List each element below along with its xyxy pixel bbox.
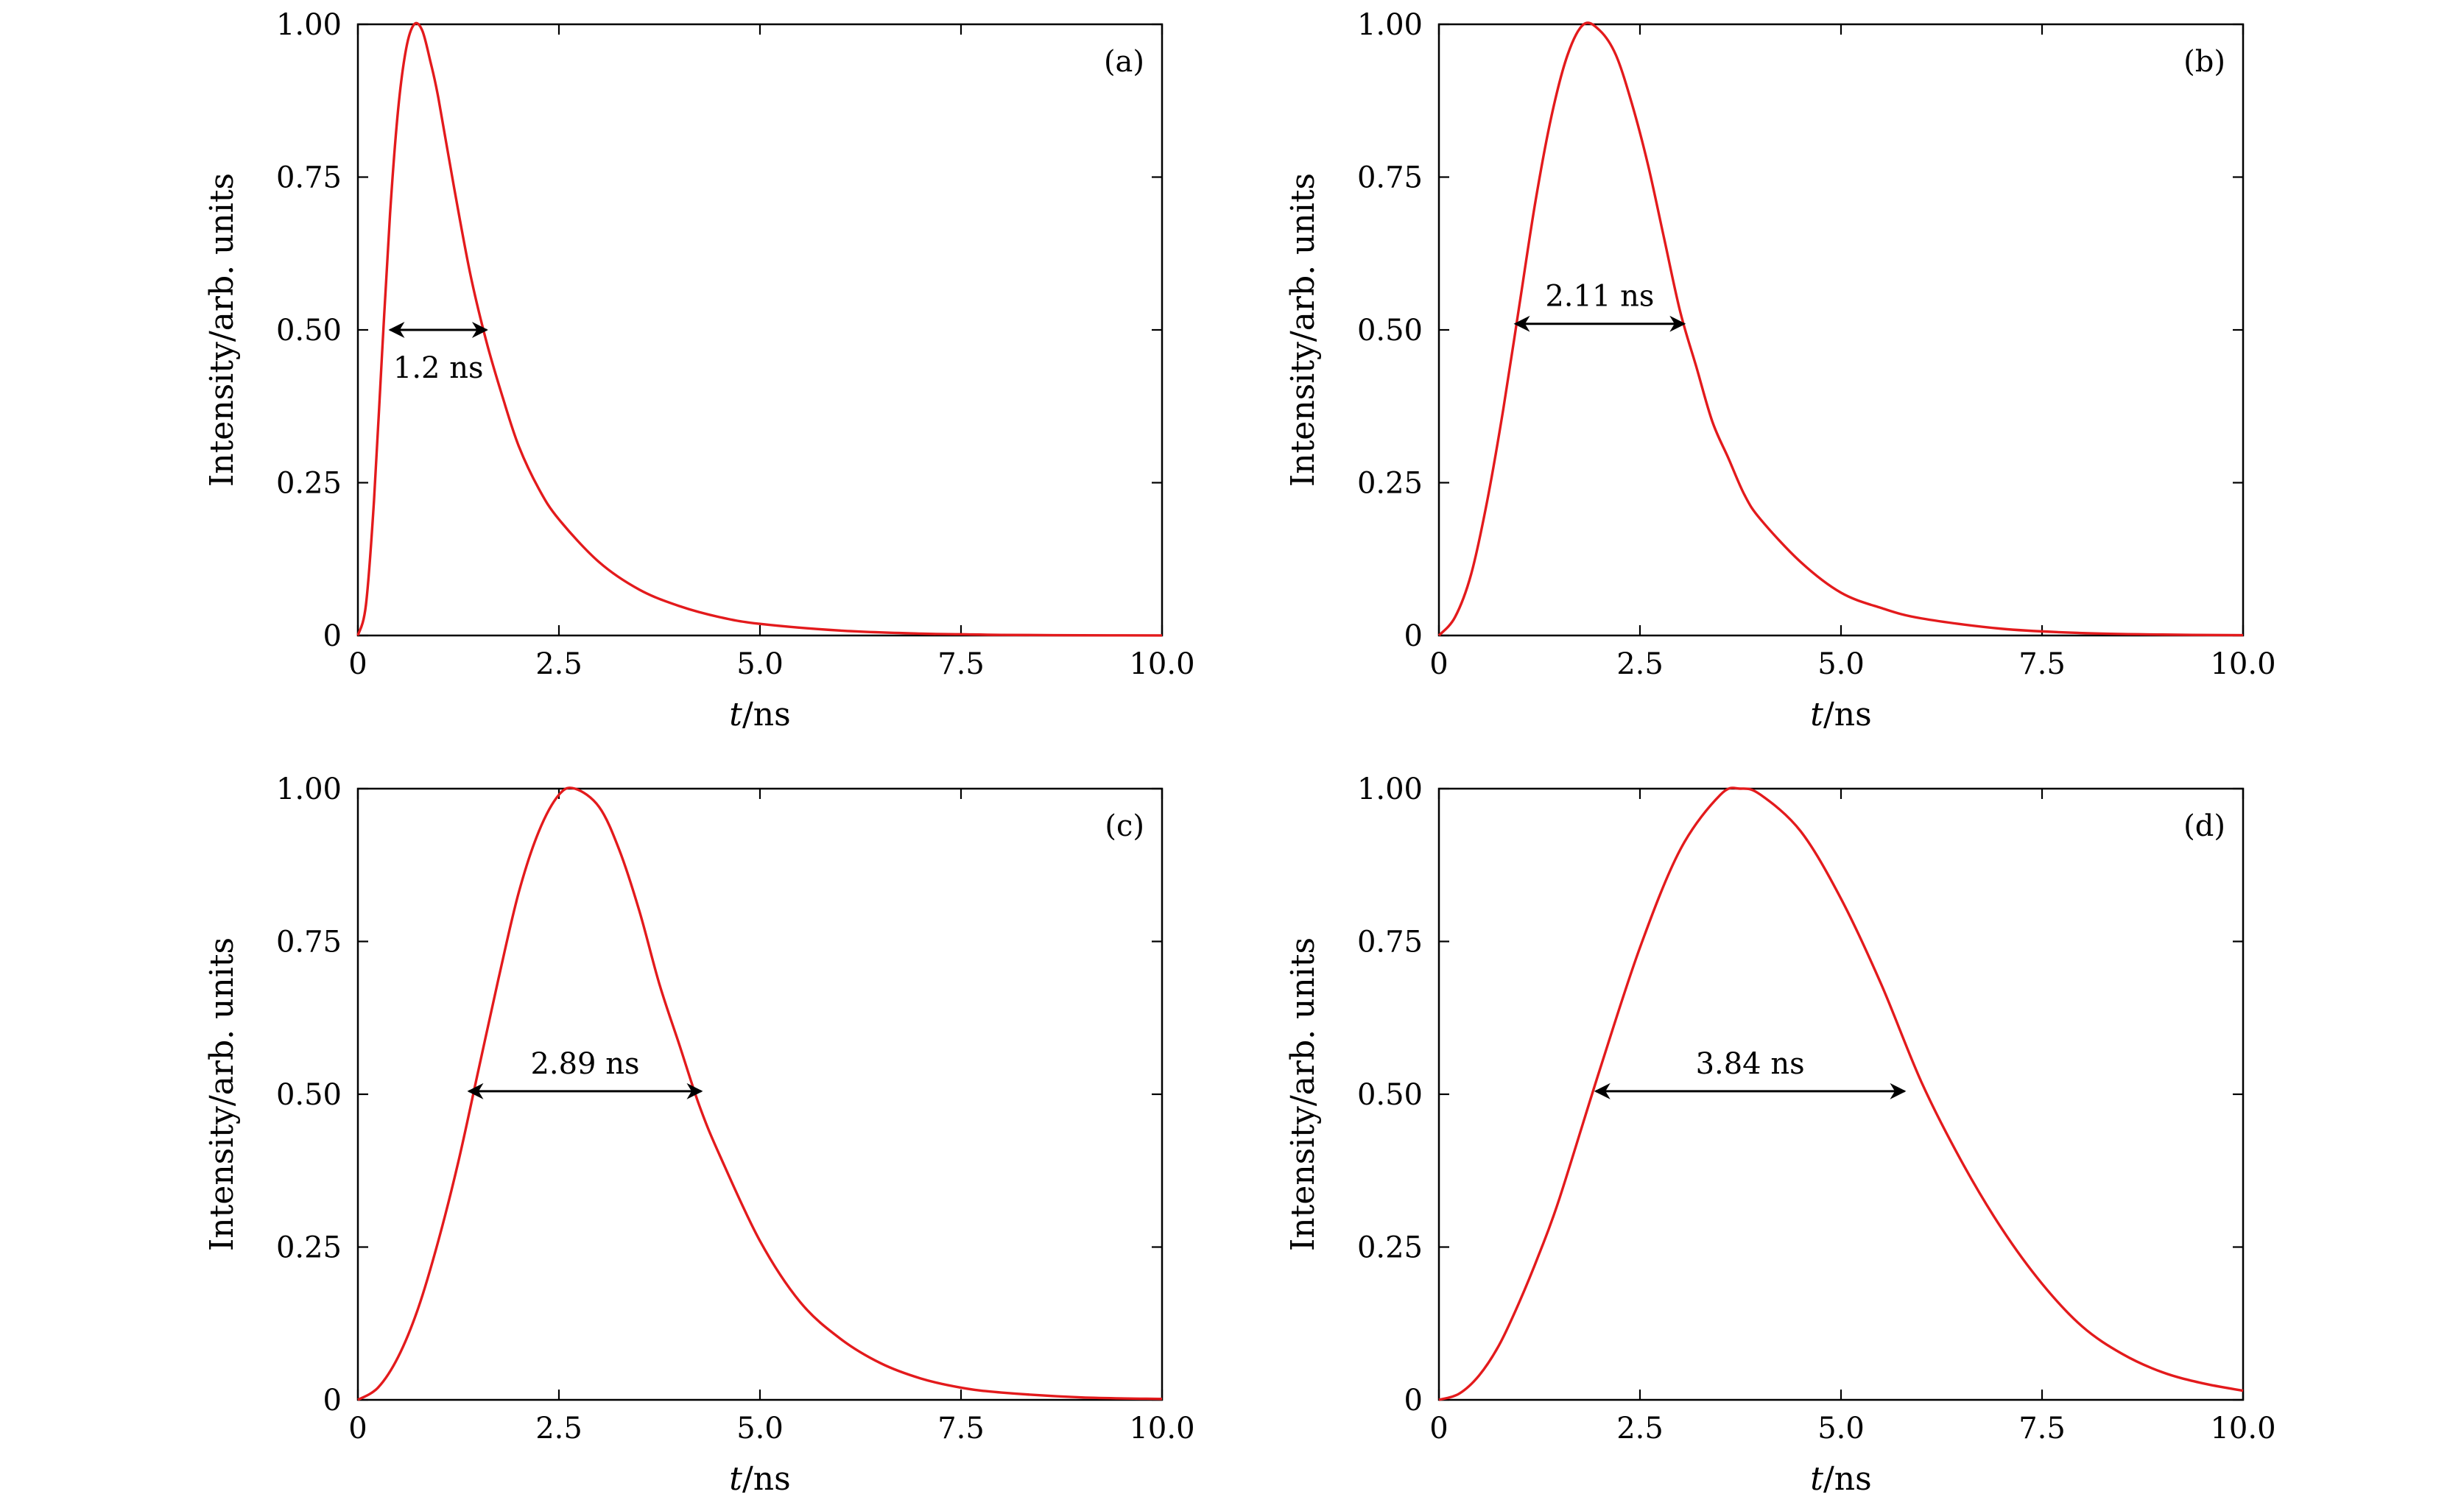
x-tick-label: 5.0	[736, 647, 784, 681]
x-axis-unit: /ns	[1823, 696, 1872, 733]
x-tick-label: 5.0	[736, 1412, 784, 1446]
y-tick-label: 0.50	[1357, 1078, 1423, 1112]
x-axis-variable: t	[1810, 696, 1823, 733]
x-axis-label: t/ns	[1810, 696, 1871, 733]
y-axis-label: Intensity/arb. units	[1284, 173, 1322, 487]
x-tick-label: 10.0	[2210, 1412, 2275, 1446]
y-tick-label: 0.75	[276, 161, 342, 195]
y-tick-label: 0.75	[1357, 161, 1423, 195]
panel-label: (b)	[2183, 45, 2225, 79]
x-tick-label: 0	[1429, 1412, 1448, 1446]
chart-panel-a: 0 2.5 5.0 7.5 10.0 0 0.25 0.50 0.75 1.00 t/ns Inten…	[203, 8, 1195, 733]
chart-panel-d: 0 2.5 5.0 7.5 10.0 0 0.25 0.50 0.75 1.00 t/ns Inten…	[1284, 772, 2276, 1498]
x-tick-label: 7.5	[937, 647, 985, 681]
plot-frame	[356, 787, 1164, 1401]
x-axis-unit: /ns	[742, 696, 791, 733]
x-tick-label: 2.5	[1616, 647, 1664, 681]
x-axis-unit: /ns	[1823, 1460, 1872, 1498]
x-axis-variable: t	[729, 696, 742, 733]
y-axis-label: Intensity/arb. units	[203, 173, 241, 487]
pulse-curve	[1437, 21, 2244, 637]
x-axis-variable: t	[729, 1460, 742, 1498]
y-tick-label: 0.50	[276, 314, 342, 348]
y-tick-label: 0.75	[276, 926, 342, 959]
plot-frame	[1437, 787, 2245, 1401]
x-tick-label: 0	[1429, 647, 1448, 681]
x-tick-label: 7.5	[2018, 1412, 2066, 1446]
y-tick-label: 0.75	[1357, 926, 1423, 959]
x-axis-label: t/ns	[729, 1460, 790, 1498]
x-axis-unit: /ns	[742, 1460, 791, 1498]
chart-panel-c: 0 2.5 5.0 7.5 10.0 0 0.25 0.50 0.75 1.00 t/ns Inten…	[203, 772, 1195, 1498]
y-tick-label: 1.00	[276, 8, 342, 42]
x-tick-label: 2.5	[1616, 1412, 1664, 1446]
pulse-curve	[356, 21, 1163, 637]
y-tick-label: 0.25	[276, 1231, 342, 1265]
x-axis-variable: t	[1810, 1460, 1823, 1498]
pulse-curve	[1438, 786, 2244, 1401]
chart-panel-b: 0 2.5 5.0 7.5 10.0 0 0.25 0.50 0.75 1.00 t/ns Inten…	[1284, 8, 2276, 733]
x-tick-label: 2.5	[535, 647, 582, 681]
y-tick-label: 0	[1404, 1384, 1423, 1418]
x-tick-label: 0	[348, 647, 367, 681]
y-tick-label: 1.00	[1357, 772, 1423, 806]
x-tick-label: 2.5	[535, 1412, 582, 1446]
panel-label: (c)	[1105, 809, 1144, 843]
y-tick-label: 0.25	[1357, 1231, 1423, 1265]
x-tick-label: 10.0	[2210, 647, 2275, 681]
y-tick-label: 0.50	[1357, 314, 1423, 348]
fwhm-label: 2.89 ns	[530, 1047, 639, 1081]
fwhm-label: 1.2 ns	[393, 351, 484, 385]
x-tick-label: 10.0	[1129, 1412, 1194, 1446]
y-axis-label: Intensity/arb. units	[1284, 937, 1322, 1251]
y-axis-label: Intensity/arb. units	[203, 937, 241, 1251]
y-tick-label: 0	[323, 619, 342, 653]
x-tick-label: 7.5	[937, 1412, 985, 1446]
x-axis-label: t/ns	[729, 696, 790, 733]
pulse-curve	[357, 786, 1163, 1401]
y-tick-label: 0.25	[1357, 467, 1423, 501]
y-tick-label: 1.00	[276, 772, 342, 806]
y-tick-label: 0.25	[276, 467, 342, 501]
y-tick-label: 0	[1404, 619, 1423, 653]
x-tick-label: 5.0	[1817, 1412, 1865, 1446]
x-tick-label: 0	[348, 1412, 367, 1446]
panel-label: (a)	[1104, 45, 1144, 79]
plot-frame	[1437, 23, 2245, 637]
x-tick-label: 10.0	[1129, 647, 1194, 681]
panel-label: (d)	[2183, 809, 2225, 843]
x-tick-label: 7.5	[2018, 647, 2066, 681]
y-tick-label: 0	[323, 1384, 342, 1418]
fwhm-label: 2.11 ns	[1545, 280, 1654, 314]
y-tick-label: 0.50	[276, 1078, 342, 1112]
fwhm-label: 3.84 ns	[1696, 1047, 1805, 1081]
x-axis-label: t/ns	[1810, 1460, 1871, 1498]
x-tick-label: 5.0	[1817, 647, 1865, 681]
y-tick-label: 1.00	[1357, 8, 1423, 42]
